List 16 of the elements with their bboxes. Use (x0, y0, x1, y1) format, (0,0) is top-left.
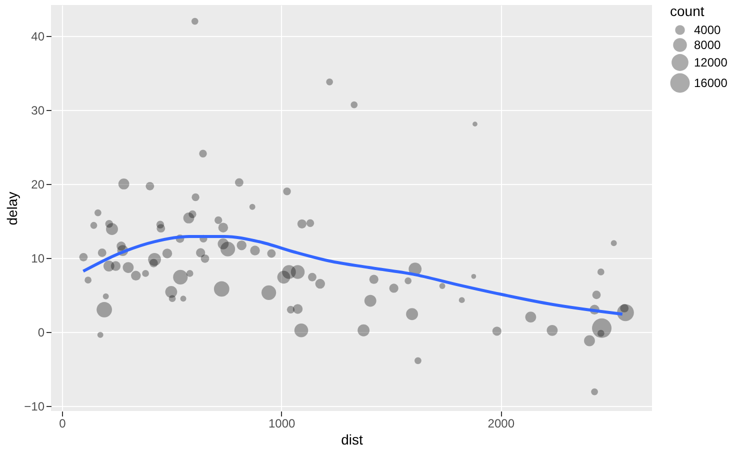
legend-label: 8000 (694, 38, 722, 52)
legend-label: 4000 (694, 23, 722, 37)
y-tick-label: 40 (31, 30, 45, 44)
y-tick-label: −10 (24, 399, 45, 414)
y-tick-label: 30 (31, 104, 45, 118)
y-tick-label: 0 (38, 325, 45, 340)
legend-label: 12000 (694, 56, 728, 70)
x-tick-label: 0 (59, 416, 66, 430)
y-axis-title: delay (4, 192, 20, 226)
legend-label: 16000 (694, 76, 728, 90)
x-tick-label: 2000 (488, 416, 515, 430)
y-tick-label: 10 (31, 251, 45, 266)
legend-title: count (670, 3, 704, 19)
x-axis-title: dist (341, 432, 363, 448)
y-tick-label: 20 (31, 177, 45, 192)
x-tick-label: 1000 (268, 416, 296, 430)
